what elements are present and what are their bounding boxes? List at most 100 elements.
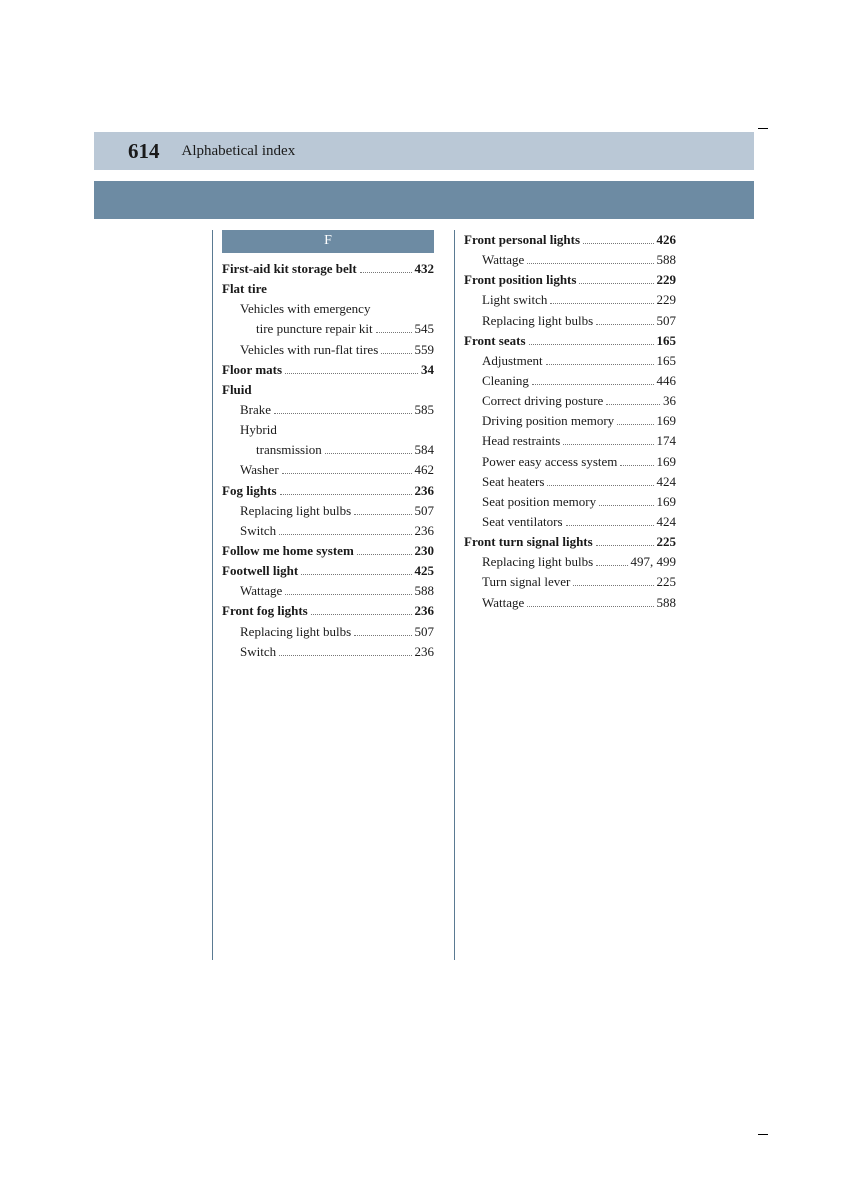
leader-dots bbox=[354, 635, 411, 636]
index-entry: Replacing light bulbs497, 499 bbox=[454, 552, 678, 572]
entry-page: 507 bbox=[415, 622, 435, 642]
index-entry: Seat position memory 169 bbox=[454, 492, 678, 512]
entry-page: 36 bbox=[663, 391, 676, 411]
entry-label: Follow me home system bbox=[222, 541, 354, 561]
entry-label: Head restraints bbox=[482, 431, 560, 451]
entry-label: Power easy access system bbox=[482, 452, 617, 472]
entry-label: Hybrid bbox=[240, 420, 277, 440]
entry-page: 225 bbox=[657, 532, 677, 552]
left-column: F First-aid kit storage belt432Flat tire… bbox=[212, 230, 436, 662]
entry-label: tire puncture repair kit bbox=[256, 319, 373, 339]
index-entry: tire puncture repair kit545 bbox=[212, 319, 436, 339]
entry-label: Cleaning bbox=[482, 371, 529, 391]
section-title: Alphabetical index bbox=[182, 143, 296, 160]
leader-dots bbox=[596, 565, 627, 566]
entry-label: Replacing light bulbs bbox=[240, 501, 351, 521]
entry-label: Wattage bbox=[240, 581, 282, 601]
leader-dots bbox=[527, 606, 653, 607]
entry-page: 426 bbox=[657, 230, 677, 250]
entry-page: 588 bbox=[657, 250, 677, 270]
leader-dots bbox=[550, 303, 653, 304]
index-entry: Cleaning446 bbox=[454, 371, 678, 391]
entry-label: Correct driving posture bbox=[482, 391, 603, 411]
leader-dots bbox=[274, 413, 411, 414]
index-entry: Vehicles with run-flat tires 559 bbox=[212, 340, 436, 360]
entry-page: 229 bbox=[657, 270, 677, 290]
entry-page: 165 bbox=[657, 331, 677, 351]
entry-label: Light switch bbox=[482, 290, 547, 310]
entry-page: 507 bbox=[657, 311, 677, 331]
leader-dots bbox=[285, 594, 411, 595]
index-entry: Front turn signal lights225 bbox=[454, 532, 678, 552]
entry-page: 225 bbox=[657, 572, 677, 592]
entry-label: Vehicles with run-flat tires bbox=[240, 340, 378, 360]
right-entries: Front personal lights426Wattage588Front … bbox=[454, 230, 678, 613]
index-entry: First-aid kit storage belt432 bbox=[212, 259, 436, 279]
leader-dots bbox=[579, 283, 653, 284]
page-number: 614 bbox=[128, 139, 160, 164]
column-divider bbox=[212, 230, 213, 960]
entry-page: 34 bbox=[421, 360, 434, 380]
entry-page: 585 bbox=[415, 400, 435, 420]
entry-label: Fluid bbox=[222, 380, 252, 400]
entry-label: Footwell light bbox=[222, 561, 298, 581]
entry-page: 588 bbox=[657, 593, 677, 613]
entry-page: 169 bbox=[657, 452, 677, 472]
leader-dots bbox=[620, 465, 653, 466]
entry-page: 424 bbox=[657, 472, 677, 492]
index-entry: Front personal lights 426 bbox=[454, 230, 678, 250]
leader-dots bbox=[566, 525, 654, 526]
entry-label: Adjustment bbox=[482, 351, 543, 371]
index-entry: transmission 584 bbox=[212, 440, 436, 460]
entry-page: 165 bbox=[657, 351, 677, 371]
entry-label: Floor mats bbox=[222, 360, 282, 380]
index-entry: Fluid bbox=[212, 380, 436, 400]
entry-page: 236 bbox=[415, 642, 435, 662]
index-entry: Fog lights 236 bbox=[212, 481, 436, 501]
leader-dots bbox=[381, 353, 411, 354]
leader-dots bbox=[606, 404, 660, 405]
entry-label: Fog lights bbox=[222, 481, 277, 501]
entry-page: 497, 499 bbox=[631, 552, 677, 572]
entry-label: Replacing light bulbs bbox=[240, 622, 351, 642]
index-entry: Turn signal lever 225 bbox=[454, 572, 678, 592]
leader-dots bbox=[376, 332, 412, 333]
leader-dots bbox=[280, 494, 412, 495]
index-entry: Seat heaters424 bbox=[454, 472, 678, 492]
entry-page: 559 bbox=[415, 340, 435, 360]
leader-dots bbox=[279, 655, 411, 656]
entry-label: Switch bbox=[240, 642, 276, 662]
letter-header: F bbox=[222, 230, 434, 253]
index-entry: Seat ventilators424 bbox=[454, 512, 678, 532]
leader-dots bbox=[285, 373, 418, 374]
entry-page: 236 bbox=[415, 521, 435, 541]
entry-page: 169 bbox=[657, 492, 677, 512]
entry-page: 425 bbox=[415, 561, 435, 581]
index-entry: Replacing light bulbs 507 bbox=[212, 501, 436, 521]
leader-dots bbox=[311, 614, 412, 615]
leader-dots bbox=[599, 505, 653, 506]
entry-label: transmission bbox=[256, 440, 322, 460]
left-entries: First-aid kit storage belt432Flat tire Ve… bbox=[212, 259, 436, 662]
index-entry: Flat tire bbox=[212, 279, 436, 299]
entry-label: Front position lights bbox=[464, 270, 576, 290]
index-entry: Wattage588 bbox=[212, 581, 436, 601]
header-band: 614 Alphabetical index bbox=[94, 132, 754, 170]
index-entry: Hybrid bbox=[212, 420, 436, 440]
entry-page: 507 bbox=[415, 501, 435, 521]
leader-dots bbox=[617, 424, 653, 425]
index-entry: Replacing light bulbs507 bbox=[454, 311, 678, 331]
leader-dots bbox=[532, 384, 654, 385]
leader-dots bbox=[573, 585, 653, 586]
entry-label: Seat position memory bbox=[482, 492, 596, 512]
entry-page: 584 bbox=[415, 440, 435, 460]
entry-page: 236 bbox=[415, 481, 435, 501]
index-entry: Power easy access system 169 bbox=[454, 452, 678, 472]
index-columns: F First-aid kit storage belt432Flat tire… bbox=[212, 230, 678, 662]
entry-label: Front personal lights bbox=[464, 230, 580, 250]
entry-page: 169 bbox=[657, 411, 677, 431]
entry-label: Turn signal lever bbox=[482, 572, 570, 592]
leader-dots bbox=[282, 473, 412, 474]
index-entry: Switch 236 bbox=[212, 642, 436, 662]
crop-mark bbox=[758, 1134, 768, 1144]
